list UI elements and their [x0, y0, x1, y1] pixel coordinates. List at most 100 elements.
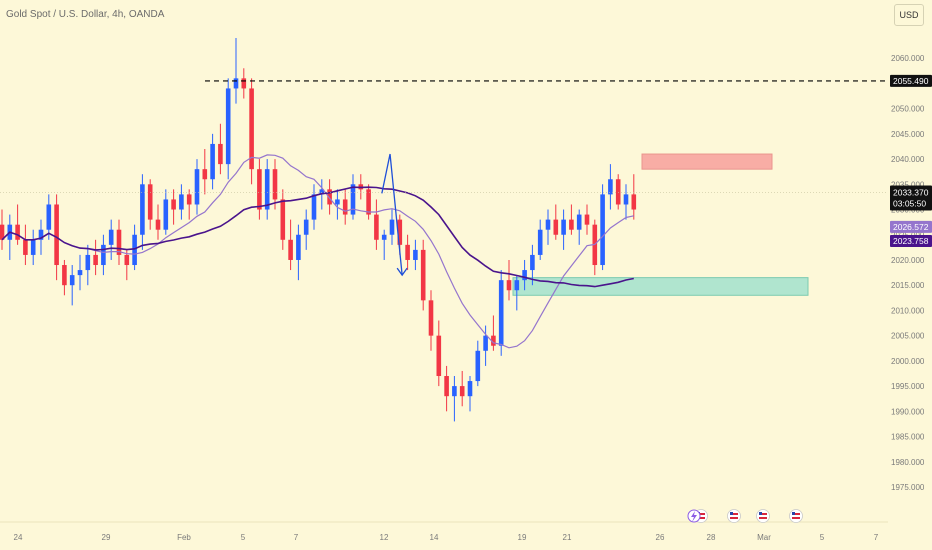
- y-tick-label: 2060.000: [891, 54, 925, 63]
- candle-body: [311, 194, 317, 220]
- candle-body: [498, 280, 504, 346]
- candle-body: [436, 335, 442, 377]
- candle-body: [257, 169, 262, 210]
- candle-body: [233, 78, 239, 89]
- us-flag-icon: [789, 509, 803, 523]
- us-flag-icon: [756, 509, 770, 523]
- time-axis: 24 29 Feb 5 7 12 14 19 21 26 28 Mar 5 7: [0, 521, 888, 542]
- candle-body: [15, 224, 20, 240]
- y-tick-label: 2050.000: [891, 105, 925, 114]
- candle-body: [389, 219, 395, 235]
- candle-body: [54, 204, 59, 266]
- resistance-zone: [641, 153, 773, 170]
- candle-body: [296, 234, 301, 260]
- candle-body: [600, 194, 605, 266]
- x-tick-label: 21: [563, 533, 572, 542]
- candle-body: [280, 199, 286, 240]
- candle-body: [623, 194, 629, 205]
- candle-body: [522, 270, 527, 281]
- y-tick-label: 2005.000: [891, 332, 925, 341]
- ma-slow-label-bg: [890, 235, 932, 248]
- flag-stripe: [730, 513, 738, 515]
- candle-body: [506, 280, 512, 291]
- projection: [381, 153, 408, 277]
- y-tick-label: 1990.000: [891, 407, 925, 416]
- candle-body: [46, 204, 52, 230]
- candle-body: [545, 219, 551, 230]
- candle-body: [561, 219, 566, 235]
- candle-body: [327, 189, 332, 205]
- candle-body: [30, 239, 36, 255]
- last-price-bg: [890, 185, 932, 211]
- flag-stripe: [697, 513, 705, 515]
- candle-body: [241, 78, 247, 89]
- candle-body: [491, 335, 496, 346]
- candle-body: [225, 88, 231, 165]
- flash-glyph: [691, 511, 697, 522]
- flag-stripe: [730, 517, 738, 519]
- y-tick-label: 1980.000: [891, 458, 925, 467]
- candle-body: [428, 300, 434, 336]
- arrow-head: [396, 267, 408, 277]
- ma-fast-line: [1, 154, 634, 349]
- x-tick-label: 29: [102, 533, 111, 542]
- x-tick-label: 5: [820, 533, 825, 542]
- candle-body: [264, 169, 270, 210]
- candle-body: [210, 143, 215, 180]
- candle-body: [124, 254, 130, 266]
- candle-body: [0, 224, 5, 240]
- y-tick-label: 2015.000: [891, 281, 925, 290]
- candle-body: [413, 249, 418, 260]
- candle-body: [303, 219, 309, 235]
- candle-body: [288, 239, 293, 260]
- currency-button[interactable]: USD: [894, 4, 924, 26]
- flag-stripe: [759, 513, 767, 515]
- y-tick-label: 1995.000: [891, 382, 925, 391]
- candle-body: [615, 179, 621, 205]
- x-tick-label: 7: [874, 533, 879, 542]
- candle-body: [483, 335, 488, 351]
- y-tick-label: 2040.000: [891, 155, 925, 164]
- flag-canton: [792, 512, 795, 515]
- candle-body: [140, 184, 145, 235]
- candle-body: [405, 244, 410, 260]
- candles: [0, 37, 637, 422]
- ma-slow-label: 2023.758: [893, 236, 929, 246]
- candle-body: [202, 169, 208, 180]
- candle-body: [132, 234, 137, 266]
- flag-canton: [730, 512, 733, 515]
- candle-body: [85, 254, 91, 271]
- y-tick-label: 2020.000: [891, 256, 925, 265]
- candle-body: [553, 219, 559, 235]
- candle-body: [179, 194, 184, 210]
- flag-stripe: [792, 513, 800, 515]
- candle-body: [397, 219, 403, 245]
- x-tick-label: 19: [518, 533, 527, 542]
- x-tick-label: 5: [241, 533, 246, 542]
- candle-body: [475, 350, 481, 382]
- y-tick-label: 2035.000: [891, 180, 925, 189]
- candle-body: [163, 199, 169, 230]
- us-flag-icon: [727, 509, 741, 523]
- candle-body: [69, 275, 75, 286]
- flag-canton: [759, 512, 762, 515]
- flag-stripe: [792, 517, 800, 519]
- candle-body: [569, 219, 574, 230]
- ma-fast-label: 2026.572: [893, 222, 929, 232]
- candle-body: [381, 234, 387, 240]
- candle-body: [155, 219, 161, 230]
- ma-fast-label-bg: [890, 220, 932, 233]
- candle-body: [420, 249, 426, 301]
- dashed-level-label: 2055.490: [893, 76, 929, 86]
- candle-body: [467, 381, 473, 397]
- candle-body: [608, 179, 613, 195]
- candle-body: [272, 169, 278, 200]
- levels: [0, 80, 888, 193]
- candle-body: [101, 244, 106, 266]
- candle-body: [576, 214, 582, 230]
- countdown-label: 03:05:50: [893, 199, 926, 209]
- candle-body: [77, 270, 83, 276]
- candle-body: [116, 229, 122, 255]
